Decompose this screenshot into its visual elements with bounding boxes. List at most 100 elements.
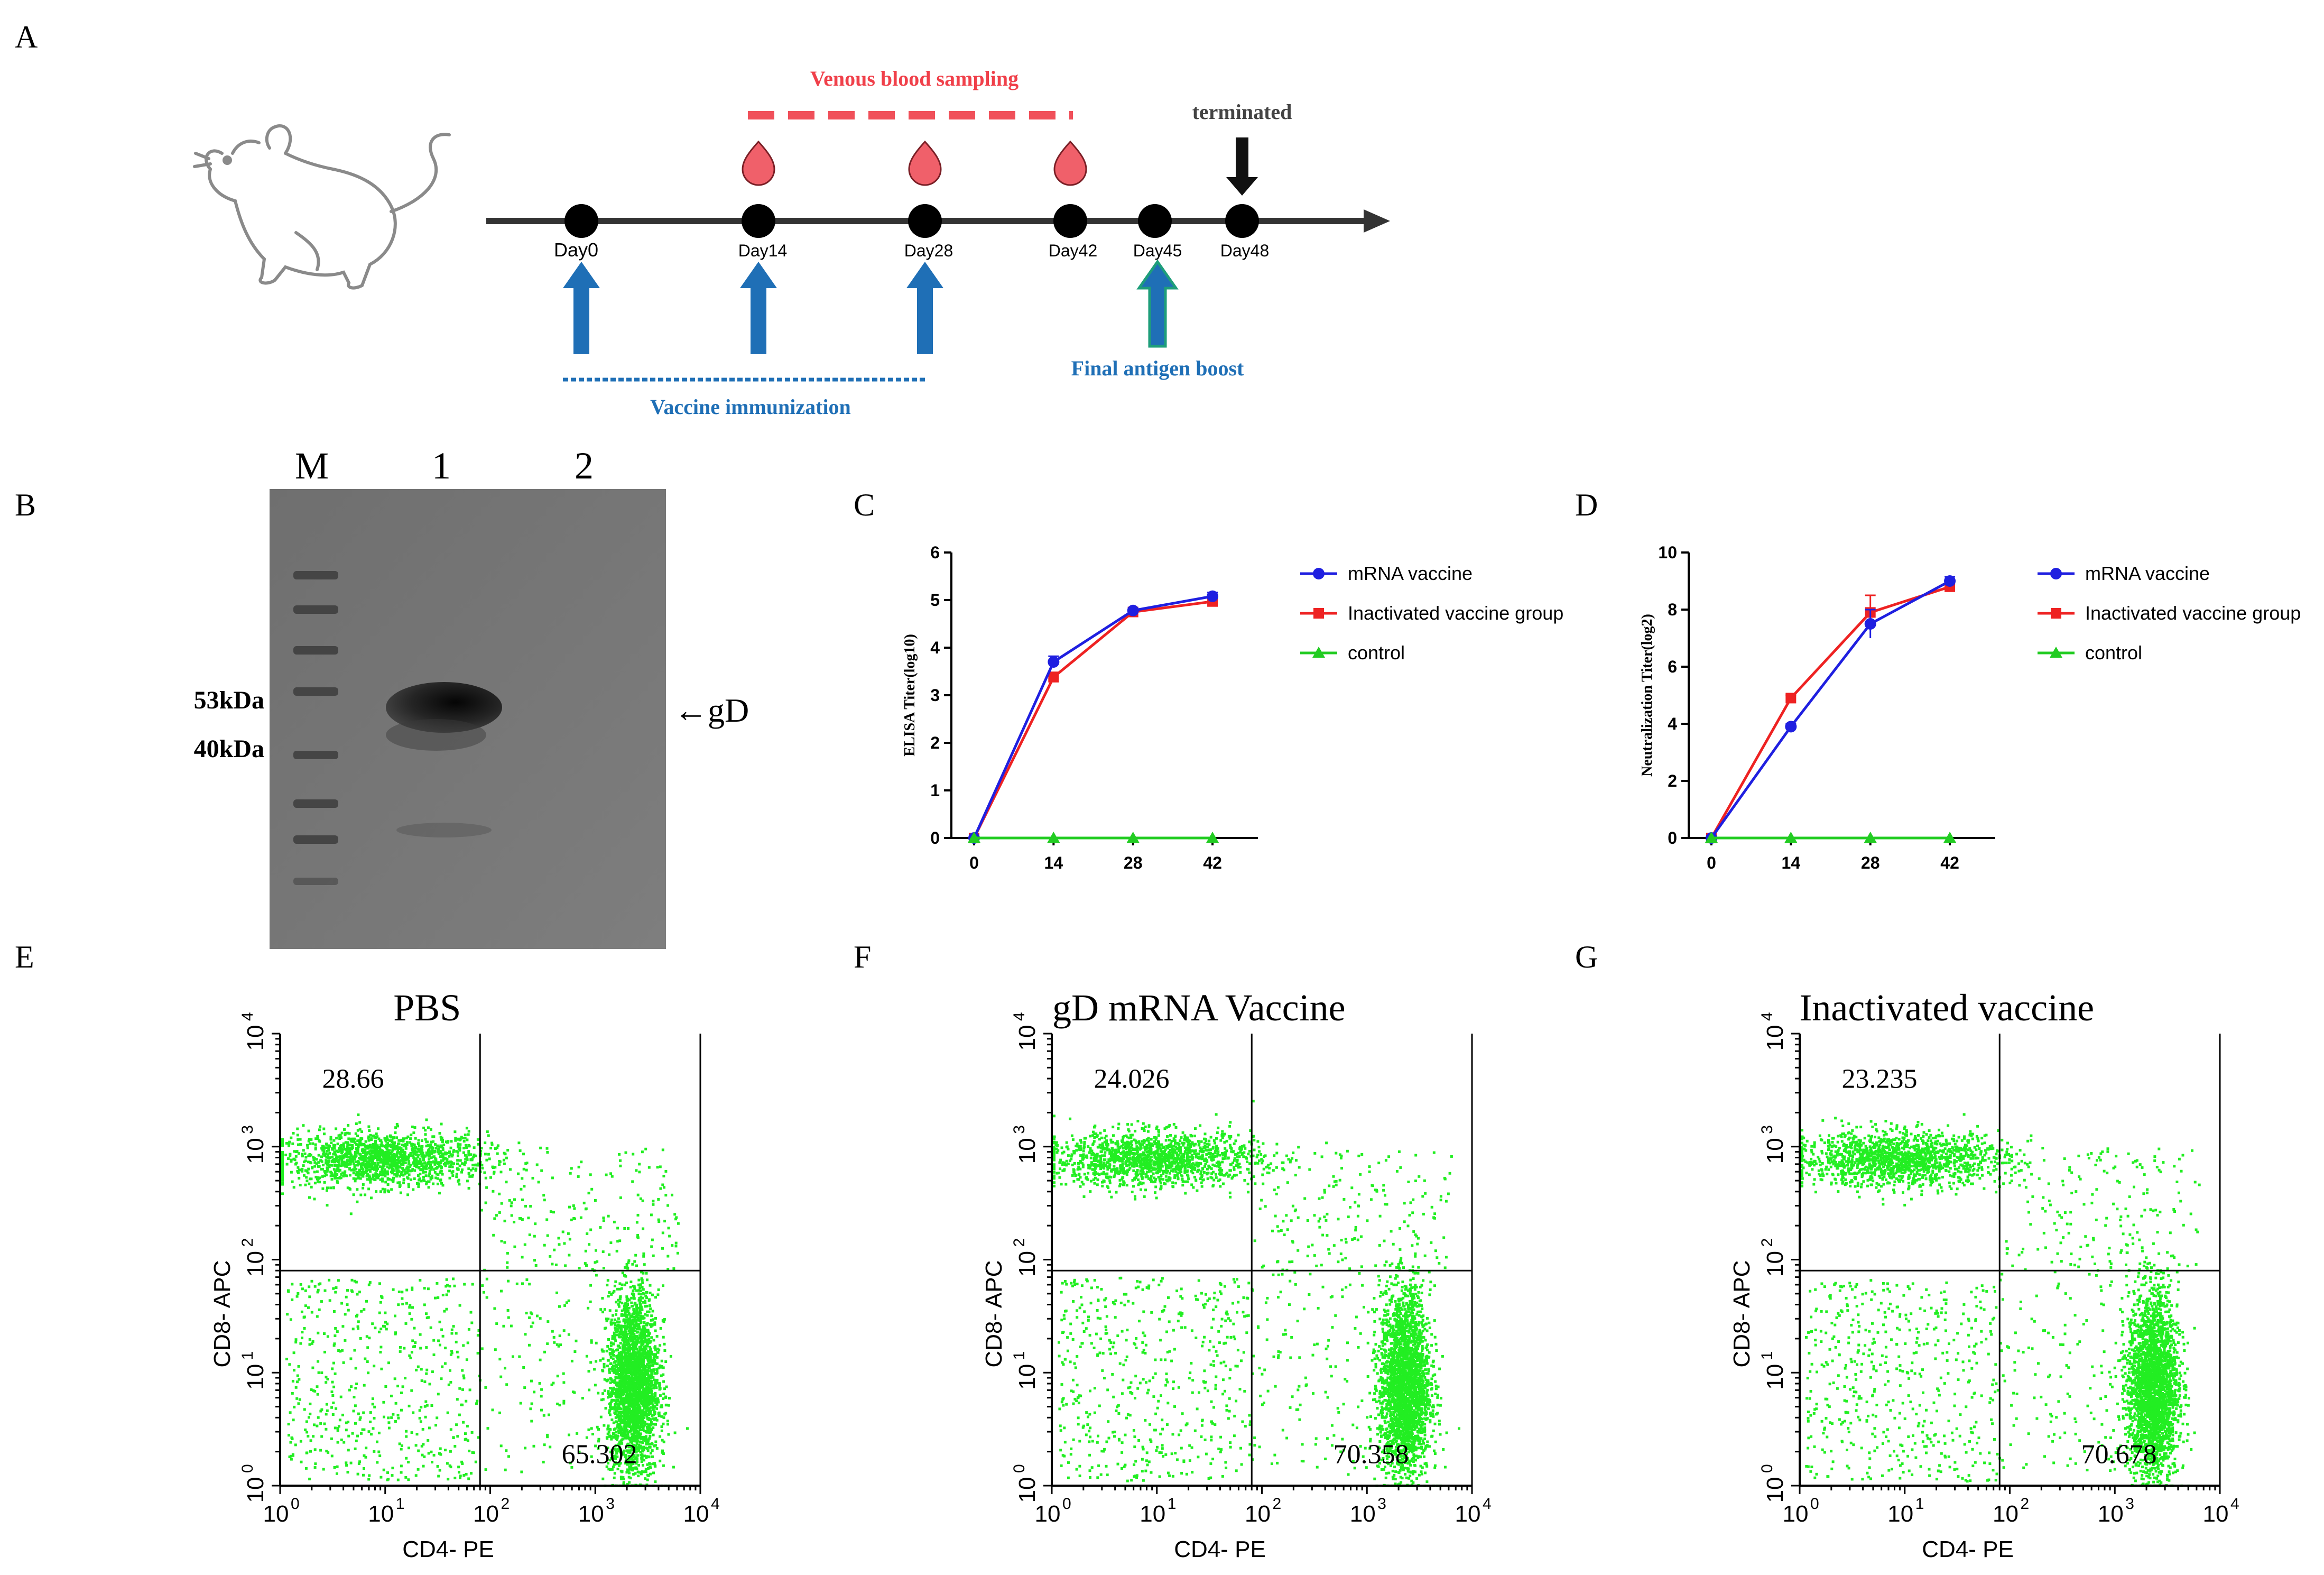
flow-dot [352,1410,355,1413]
y-tick-label: 5 [930,591,940,610]
flow-dot [651,1389,653,1393]
flow-dot [364,1171,367,1174]
flow-dot [360,1310,363,1313]
sampling-label: Venous blood sampling [810,67,1019,90]
flow-dot [348,1146,351,1149]
flow-dot [358,1460,362,1463]
flow-dot [623,1227,626,1230]
flow-dot [643,1416,646,1419]
flow-dot [306,1144,309,1147]
flow-dot [653,1463,656,1467]
flow-dot [448,1285,451,1288]
flow-dot [625,1455,627,1458]
flow-dot [594,1199,597,1202]
flow-dot [608,1371,611,1374]
flow-dot [663,1220,666,1223]
flow-dot [425,1181,428,1184]
flow-dot [623,1274,626,1277]
flow-dot [626,1468,629,1471]
flow-dot [638,1337,641,1340]
flow-dot [334,1426,337,1430]
flow-dot [326,1164,329,1166]
flow-dot [419,1347,422,1350]
flow-dot [445,1285,448,1288]
flow-dot [424,1133,427,1136]
flow-dot [625,1335,628,1339]
flow-dot [330,1159,334,1163]
flow-dot [291,1180,294,1183]
flow-dot [351,1160,355,1163]
flow-dot [631,1422,634,1425]
flow-dot [626,1358,629,1361]
x-tick-label: 42 [1203,853,1222,872]
y-tick-label: 0 [930,828,940,848]
flow-dot [612,1436,615,1439]
flow-dot [333,1147,336,1150]
flow-dot [626,1451,629,1454]
flow-dot [616,1407,619,1410]
flow-dot [346,1160,349,1163]
flow-dot [323,1132,326,1136]
flow-dot [452,1325,455,1328]
flow-dot [552,1381,555,1385]
flow-dot [638,1302,642,1305]
flow-dot [457,1466,460,1469]
flow-dot [424,1129,427,1132]
flow-dot [500,1240,503,1242]
flow-dot [641,1420,644,1423]
flow-dot [644,1470,647,1473]
flow-dot [646,1373,650,1376]
flow-dot [642,1328,645,1331]
flow-dot [489,1147,493,1150]
day-dot [1225,204,1259,238]
flow-dot [297,1171,300,1174]
flow-dot [375,1165,378,1168]
flow-dot [290,1458,293,1461]
lane-label: 1 [432,445,451,487]
flow-dot [597,1428,600,1431]
flow-dot [334,1334,337,1337]
flow-dot [613,1406,616,1409]
flow-dot [394,1166,397,1169]
flow-dot [348,1187,351,1191]
flow-dot [649,1284,652,1287]
flow-dot [640,1343,643,1347]
day-dot [742,204,775,238]
flow-dot [610,1438,613,1441]
flow-dot [447,1290,450,1293]
flow-dot [368,1158,372,1162]
flow-dot [391,1150,394,1153]
flow-dot [325,1403,328,1406]
flow-dot [440,1328,443,1331]
flow-dot [404,1161,407,1164]
flow-dot [484,1201,487,1204]
flow-dot [336,1472,338,1475]
flow-dot [357,1160,360,1163]
flow-dot [356,1200,359,1203]
flow-dot [649,1348,652,1351]
flow-dot [645,1382,649,1385]
flow-dot [661,1451,664,1454]
flow-dot [619,1385,622,1388]
flow-dot [358,1153,362,1156]
flow-dot [619,1411,622,1414]
flow-dot [310,1279,313,1283]
flow-dot [281,1166,284,1169]
flow-dot [617,1324,620,1327]
flow-dot [335,1127,338,1130]
flow-dot [597,1392,600,1395]
flow-dot [610,1322,613,1325]
flow-dot [611,1334,614,1338]
flow-dot [463,1283,466,1286]
flow-dot [588,1243,591,1246]
flow-dot [619,1377,623,1380]
flow-dot [449,1164,452,1167]
flow-dot [614,1326,617,1329]
flow-dot [299,1283,302,1286]
flow-dot [350,1140,353,1143]
flow-dot [658,1382,661,1385]
flow-dot [349,1155,352,1158]
flow-dot [399,1151,402,1154]
flow-dot [373,1416,376,1420]
flow-dot [609,1405,612,1408]
